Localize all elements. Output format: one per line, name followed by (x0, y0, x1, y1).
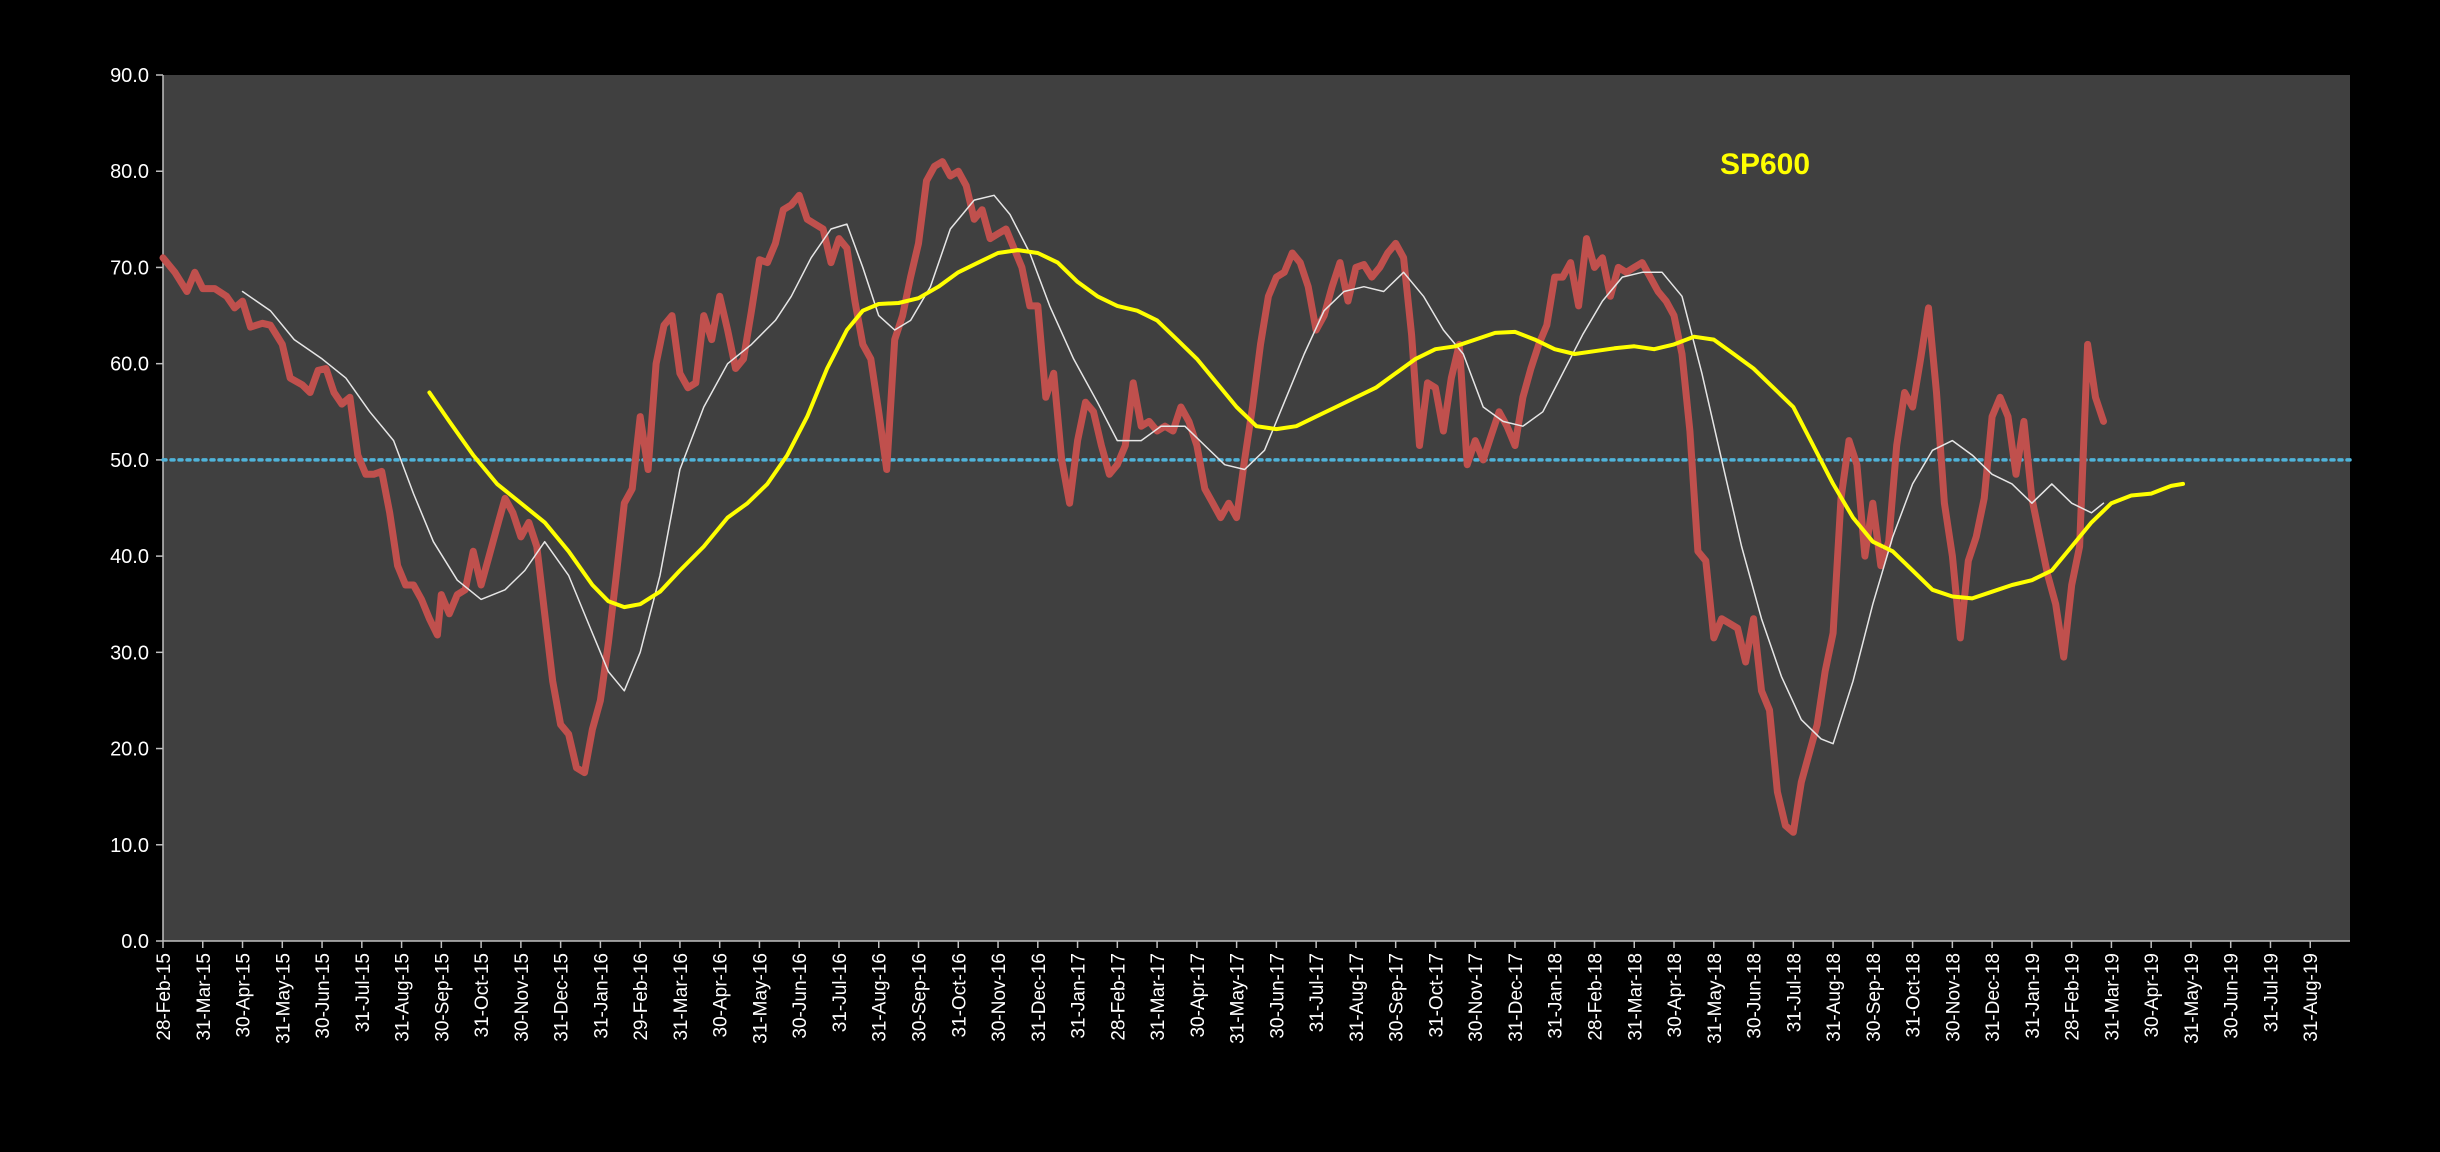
x-tick-label: 31-Dec-16 (1029, 953, 1050, 1042)
x-tick-label: 31-Oct-17 (1426, 953, 1447, 1037)
x-tick-label: 31-Jan-19 (2023, 953, 2044, 1039)
series-line-white (241, 194, 2105, 745)
y-tick-label: 0.0 (121, 931, 149, 953)
y-tick-label: 20.0 (110, 739, 149, 761)
x-tick-label: 30-Nov-17 (1466, 953, 1487, 1042)
x-tick-label: 31-Oct-18 (1904, 953, 1925, 1037)
x-tick-label: 31-May-18 (1705, 953, 1726, 1044)
y-tick-label: 70.0 (110, 257, 149, 279)
y-tick-label: 40.0 (110, 546, 149, 568)
x-tick-label: 31-Aug-18 (1824, 953, 1845, 1042)
x-tick-label: 31-Oct-15 (472, 953, 493, 1037)
y-tick-label: 90.0 (110, 65, 149, 87)
x-tick-label: 30-Nov-18 (1943, 953, 1964, 1042)
x-tick-label: 30-Jun-16 (790, 953, 811, 1039)
x-tick-label: 31-Jul-18 (1784, 953, 1805, 1032)
x-tick-label: 31-Jul-15 (353, 953, 374, 1032)
x-tick-label: 29-Feb-16 (631, 953, 652, 1041)
x-tick-label: 31-Jul-19 (2261, 953, 2282, 1032)
x-tick-label: 31-Mar-16 (671, 953, 692, 1041)
x-tick-label: 31-Jul-16 (830, 953, 851, 1032)
x-tick-label: 31-Dec-17 (1506, 953, 1527, 1042)
x-tick-label: 31-Mar-19 (2102, 953, 2123, 1041)
x-tick-label: 28-Feb-15 (154, 953, 175, 1041)
x-tick-label: 31-Jan-17 (1069, 953, 1090, 1039)
x-tick-label: 31-Jan-18 (1546, 953, 1567, 1039)
y-tick-label: 30.0 (110, 642, 149, 664)
x-tick-label: 30-Apr-17 (1188, 953, 1209, 1038)
x-tick-label: 30-Apr-16 (711, 953, 732, 1038)
x-tick-label: 30-Jun-17 (1267, 953, 1288, 1039)
x-tick-label: 31-Dec-15 (552, 953, 573, 1042)
x-tick-label: 30-Apr-15 (234, 953, 255, 1038)
x-tick-label: 31-Jan-16 (591, 953, 612, 1039)
plot-area (163, 75, 2350, 941)
chart-title: SP600 (1720, 148, 1810, 181)
series-line-red (159, 158, 2107, 836)
x-tick-label: 31-May-17 (1228, 953, 1249, 1044)
x-tick-label: 30-Sep-17 (1387, 953, 1408, 1042)
x-tick-label: 31-May-16 (750, 953, 771, 1044)
x-axis: 28-Feb-15 31-Mar-15 30-Apr-15 31-May-15 30-J… (154, 941, 2322, 1044)
x-tick-label: 30-Nov-15 (512, 953, 533, 1042)
x-tick-label: 30-Nov-16 (989, 953, 1010, 1042)
x-tick-label: 30-Sep-18 (1864, 953, 1885, 1042)
x-tick-label: 30-Jun-15 (313, 953, 334, 1039)
x-tick-label: 31-May-19 (2182, 953, 2203, 1044)
y-tick-label: 80.0 (110, 161, 149, 183)
y-axis: 0.0 10.0 20.0 30.0 40.0 50.0 60.0 70.0 80.0 90.0 (110, 65, 163, 953)
series-line-yellow (427, 248, 2185, 610)
y-tick-label: 10.0 (110, 835, 149, 857)
x-tick-label: 31-Oct-16 (949, 953, 970, 1037)
x-tick-label: 28-Feb-18 (1585, 953, 1606, 1041)
x-tick-label: 31-Aug-17 (1347, 953, 1368, 1042)
x-tick-label: 31-May-15 (273, 953, 294, 1044)
x-tick-label: 31-Aug-16 (870, 953, 891, 1042)
series-layer (159, 158, 2185, 836)
x-tick-label: 30-Sep-16 (910, 953, 931, 1042)
x-tick-label: 30-Apr-18 (1665, 953, 1686, 1038)
x-tick-label: 31-Aug-19 (2301, 953, 2322, 1042)
y-tick-label: 50.0 (110, 450, 149, 472)
x-tick-label: 31-Mar-15 (194, 953, 215, 1041)
x-tick-label: 30-Sep-15 (432, 953, 453, 1042)
x-tick-label: 31-Mar-17 (1148, 953, 1169, 1041)
x-tick-label: 30-Apr-19 (2142, 953, 2163, 1038)
x-tick-label: 28-Feb-19 (2063, 953, 2084, 1041)
x-tick-label: 31-Dec-18 (1983, 953, 2004, 1042)
x-tick-label: 31-Aug-15 (393, 953, 414, 1042)
x-tick-label: 31-Mar-18 (1625, 953, 1646, 1041)
y-tick-label: 60.0 (110, 354, 149, 376)
x-tick-label: 30-Jun-18 (1745, 953, 1766, 1039)
x-tick-label: 30-Jun-19 (2222, 953, 2243, 1039)
x-tick-label: 31-Jul-17 (1307, 953, 1328, 1032)
x-tick-label: 28-Feb-17 (1108, 953, 1129, 1041)
